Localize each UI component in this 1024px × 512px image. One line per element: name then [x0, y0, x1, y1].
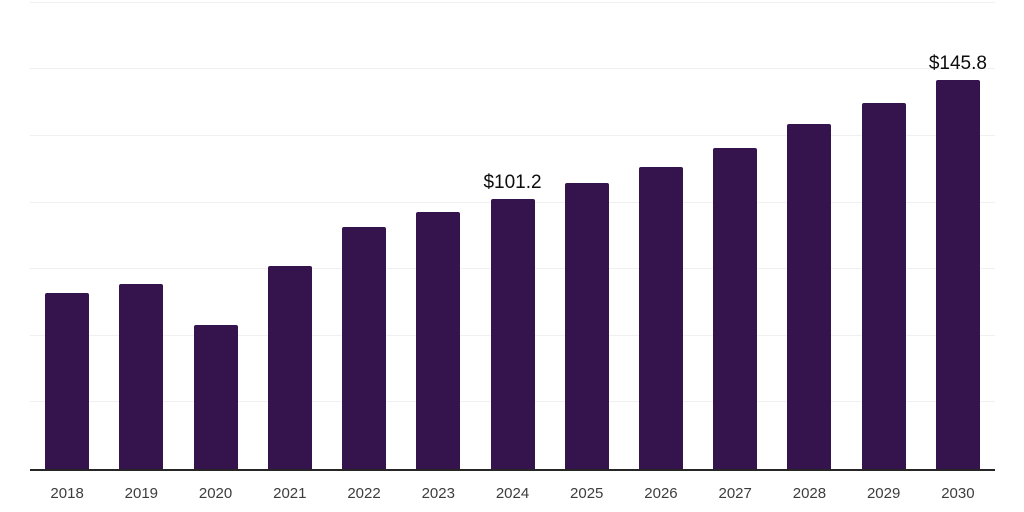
x-tick-2018: 2018	[50, 485, 84, 502]
x-tick-2019: 2019	[124, 485, 159, 502]
bar-2026	[638, 166, 683, 469]
x-axis-tick-labels: 2018 2019 2020 2021 2022 2023 2024 2025 2026 2027…	[30, 484, 995, 504]
bar-2020	[193, 325, 238, 469]
plot-area: $101.2 $145.8	[30, 0, 995, 469]
x-tick-2029: 2029	[866, 485, 901, 502]
x-tick-2025: 2025	[570, 485, 604, 502]
x-tick-2024: 2024	[495, 485, 530, 502]
bar-2025	[564, 182, 609, 469]
bar-2030	[935, 80, 980, 469]
bar-2019	[119, 283, 164, 469]
x-tick-2030: 2030	[941, 485, 975, 502]
x-tick-2021: 2021	[273, 485, 307, 502]
x-axis-line	[30, 469, 995, 471]
bar-2023	[416, 212, 461, 469]
data-label-2024: $101.2	[483, 172, 542, 194]
x-tick-2022: 2022	[347, 485, 381, 502]
gridline-175	[30, 1, 995, 3]
bar-2021	[267, 266, 312, 469]
x-tick-2027: 2027	[718, 485, 752, 502]
gridline-125	[30, 134, 995, 136]
x-tick-2023: 2023	[421, 485, 455, 502]
bar-2018	[45, 292, 90, 469]
bar-2027	[713, 148, 758, 469]
bar-2029	[861, 103, 906, 469]
gridline-150	[30, 68, 995, 70]
data-label-2030: $145.8	[928, 53, 987, 75]
x-tick-2020: 2020	[198, 485, 233, 502]
bar-2024	[490, 199, 535, 469]
x-tick-2026: 2026	[644, 485, 678, 502]
bar-2028	[787, 123, 832, 469]
bar-2022	[342, 226, 387, 469]
x-tick-2028: 2028	[792, 485, 827, 502]
